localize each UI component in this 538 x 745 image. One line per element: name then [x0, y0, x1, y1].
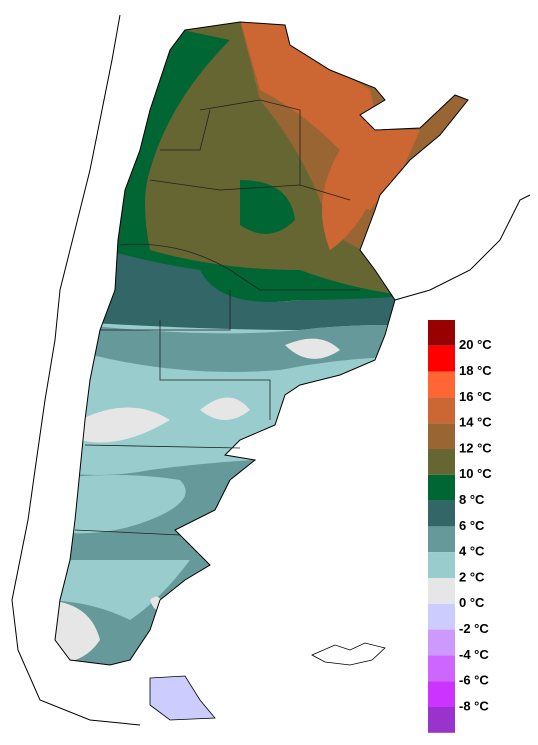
legend-label: -4 °C [459, 647, 489, 662]
legend-label: 14 °C [459, 415, 492, 430]
legend-swatch [428, 345, 455, 372]
legend-swatch [428, 629, 455, 656]
legend-label: 0 °C [459, 595, 485, 610]
legend-label: 10 °C [459, 466, 492, 481]
legend-label: 12 °C [459, 440, 492, 455]
legend-swatch [428, 578, 455, 604]
legend-label: 6 °C [459, 518, 485, 533]
legend-swatch [428, 603, 455, 630]
legend-label: -6 °C [459, 673, 489, 688]
legend-swatch [428, 423, 455, 449]
legend-label: 8 °C [459, 492, 485, 507]
legend-swatch [428, 474, 455, 501]
legend-swatch [428, 449, 455, 475]
legend-label: 2 °C [459, 569, 485, 584]
legend-swatch [428, 681, 455, 707]
legend-swatch [428, 320, 455, 346]
legend-label: -2 °C [459, 621, 489, 636]
legend-swatch [428, 371, 455, 398]
legend-swatch [428, 500, 455, 527]
legend: 20 °C 18 °C 16 °C 14 °C 12 °C 10 °C 8 °C 6 °C 4 … [428, 320, 492, 733]
legend-label: 4 °C [459, 544, 485, 559]
legend-label: 16 °C [459, 389, 492, 404]
legend-label: -8 °C [459, 698, 489, 713]
legend-label: 20 °C [459, 337, 492, 352]
legend-label: 18 °C [459, 363, 492, 378]
legend-swatch [428, 655, 455, 682]
legend-swatch [428, 707, 455, 733]
legend-swatch [428, 552, 455, 578]
legend-swatch [428, 397, 455, 424]
legend-swatch [428, 526, 455, 553]
